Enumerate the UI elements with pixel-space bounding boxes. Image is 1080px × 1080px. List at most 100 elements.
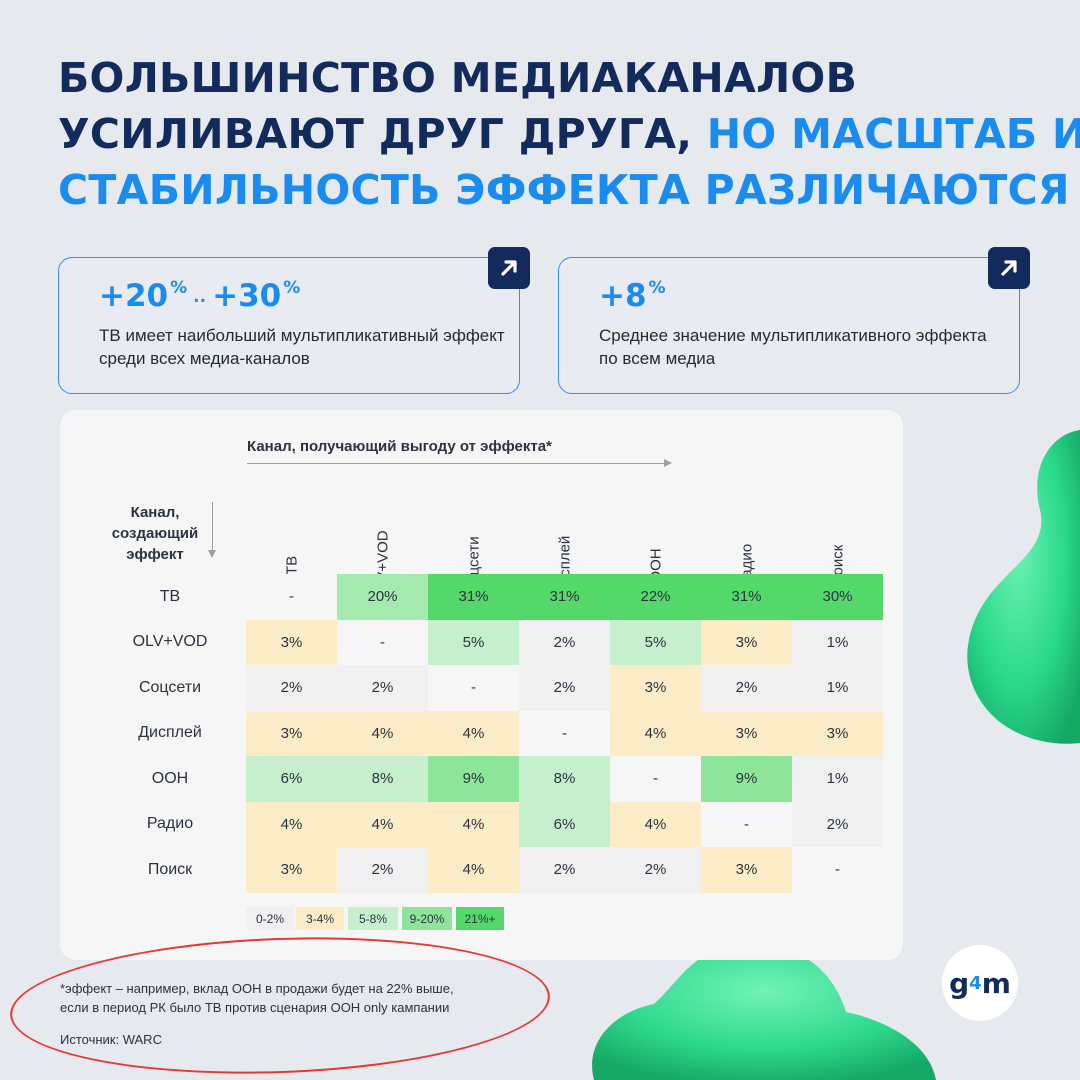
stat-value-a: +20 bbox=[99, 278, 169, 314]
heatmap-cell: 3% bbox=[701, 847, 792, 893]
legend-item: 21%+ bbox=[456, 907, 504, 930]
row-header: OLV+VOD bbox=[132, 633, 208, 650]
heatmap-cell: - bbox=[610, 756, 701, 802]
heatmap-cell: 3% bbox=[701, 710, 792, 756]
row-header: OOH bbox=[151, 769, 189, 787]
heatmap-cell: 2% bbox=[519, 847, 610, 893]
footnote-line-2: если в период РК было ТВ против сценария… bbox=[60, 1000, 450, 1015]
column-axis-label: Канал, получающий выгоду от эффекта* bbox=[247, 438, 552, 455]
stat-card-average: +8% Среднее значение мультипликативного … bbox=[558, 247, 1030, 394]
heatmap-cell: 8% bbox=[337, 756, 428, 802]
heatmap-cell: 2% bbox=[519, 665, 610, 711]
stat-card-tv: +20%.. +30% ТВ имеет наибольший мультипли… bbox=[58, 247, 530, 394]
heatmap-cell: 4% bbox=[610, 801, 701, 847]
logo-m: m bbox=[981, 966, 1011, 1000]
column-header-label: ТВ bbox=[283, 555, 300, 576]
heatmap-cell: 2% bbox=[792, 801, 883, 847]
column-header: ТВ bbox=[246, 492, 337, 576]
heatmap-cell: 5% bbox=[428, 619, 519, 665]
legend-item: 5-8% bbox=[348, 907, 398, 930]
stat-value-a-unit: % bbox=[170, 278, 188, 298]
heatmap-cell: - bbox=[792, 847, 883, 893]
logo-g: g bbox=[949, 966, 970, 1000]
row-header: Поиск bbox=[147, 860, 193, 878]
heatmap-cell: 2% bbox=[519, 619, 610, 665]
column-header: OOH bbox=[610, 492, 701, 582]
stat-value-b-unit: % bbox=[283, 278, 301, 298]
stat-value-average: +8% bbox=[599, 278, 666, 314]
page-title: БОЛЬШИНСТВО МЕДИАКАНАЛОВ УСИЛИВАЮТ ДРУГ … bbox=[58, 50, 1080, 218]
heatmap-cell: - bbox=[428, 665, 519, 711]
row-header: ТВ bbox=[159, 587, 181, 605]
logo-sup: 4 bbox=[969, 972, 982, 994]
heatmap-cell: 31% bbox=[701, 574, 792, 620]
heatmap-cell: 9% bbox=[428, 756, 519, 802]
heatmap-cell: 2% bbox=[337, 665, 428, 711]
arrow-up-right-icon[interactable] bbox=[488, 247, 530, 289]
heatmap-cell: 20% bbox=[337, 574, 428, 620]
heatmap-cell: 4% bbox=[610, 710, 701, 756]
heatmap-cell: 1% bbox=[792, 619, 883, 665]
heatmap-cell: 3% bbox=[701, 619, 792, 665]
heatmap-cell: 2% bbox=[701, 665, 792, 711]
heatmap-cell: 30% bbox=[792, 574, 883, 620]
heatmap-cell: 9% bbox=[701, 756, 792, 802]
heatmap-cell: 3% bbox=[792, 710, 883, 756]
heatmap-cell: 31% bbox=[519, 574, 610, 620]
heatmap-cell: 4% bbox=[428, 710, 519, 756]
heatmap-cell: - bbox=[246, 574, 337, 620]
footnote-line-1: *эффект – например, вклад OOH в продажи … bbox=[60, 981, 454, 996]
heatmap-cell: 4% bbox=[428, 847, 519, 893]
heatmap-cell: 6% bbox=[246, 756, 337, 802]
heatmap-cell: - bbox=[519, 710, 610, 756]
arrow-up-right-icon[interactable] bbox=[988, 247, 1030, 289]
title-line-2-dark: УСИЛИВАЮТ ДРУГ ДРУГА, bbox=[58, 110, 693, 158]
stat-description-average: Среднее значение мультипликативного эффе… bbox=[599, 326, 987, 368]
heatmap-cell: 5% bbox=[610, 619, 701, 665]
green-blob-bottom-decoration bbox=[592, 943, 936, 1080]
heatmap-cell: 31% bbox=[428, 574, 519, 620]
heatmap-panel: Канал, получающий выгоду от эффекта* Кан… bbox=[60, 410, 903, 960]
column-header: Дисплей bbox=[519, 492, 610, 596]
stat-value-tv: +20%.. +30% bbox=[99, 278, 300, 314]
heatmap-cell: 1% bbox=[792, 756, 883, 802]
footnote: *эффект – например, вклад OOH в продажи … bbox=[60, 979, 530, 1017]
stat-value-b: +30 bbox=[212, 278, 282, 314]
arrow-right-icon bbox=[664, 459, 672, 467]
legend-item: 0-2% bbox=[246, 907, 294, 930]
heatmap-cell: 4% bbox=[246, 801, 337, 847]
heatmap-cell: 6% bbox=[519, 801, 610, 847]
green-blob-right-decoration bbox=[967, 430, 1080, 744]
title-line-3: СТАБИЛЬНОСТЬ ЭФФЕКТА РАЗЛИЧАЮТСЯ bbox=[58, 166, 1070, 214]
arrow-down-icon bbox=[208, 550, 216, 558]
stat-description-tv: ТВ имеет наибольший мультипликативный эф… bbox=[99, 326, 505, 368]
source-label: Источник: WARC bbox=[60, 1032, 162, 1047]
heatmap-cell: 2% bbox=[337, 847, 428, 893]
column-header: OLV+VOD bbox=[337, 492, 428, 600]
column-header: Поиск bbox=[792, 492, 883, 587]
row-header: Радио bbox=[146, 815, 194, 832]
heatmap-cell: 3% bbox=[246, 619, 337, 665]
row-header: Соцсети bbox=[138, 678, 202, 696]
heatmap-cell: 3% bbox=[246, 710, 337, 756]
column-axis-arrow-line bbox=[247, 463, 669, 464]
legend-item: 3-4% bbox=[296, 907, 344, 930]
heatmap-cell: - bbox=[701, 801, 792, 847]
heatmap-cell: 4% bbox=[428, 801, 519, 847]
column-header: Радио bbox=[701, 492, 792, 587]
title-line-2: УСИЛИВАЮТ ДРУГ ДРУГА, НО МАСШТАБ И bbox=[58, 106, 1080, 162]
heatmap-cell: 2% bbox=[246, 665, 337, 711]
stat-value: +8 bbox=[599, 278, 647, 314]
heatmap-cell: 4% bbox=[337, 801, 428, 847]
heatmap-cell: 8% bbox=[519, 756, 610, 802]
heatmap-cell: 2% bbox=[610, 847, 701, 893]
legend-item: 9-20% bbox=[402, 907, 452, 930]
stat-value-unit: % bbox=[648, 278, 666, 298]
row-axis-label: Канал, создающий эффект bbox=[111, 504, 199, 563]
column-header: Соцсети bbox=[428, 492, 519, 594]
row-axis-arrow-line bbox=[212, 502, 213, 554]
heatmap-cell: 4% bbox=[337, 710, 428, 756]
heatmap-cell: 22% bbox=[610, 574, 701, 620]
title-line-2-accent: НО МАСШТАБ И bbox=[706, 110, 1080, 158]
